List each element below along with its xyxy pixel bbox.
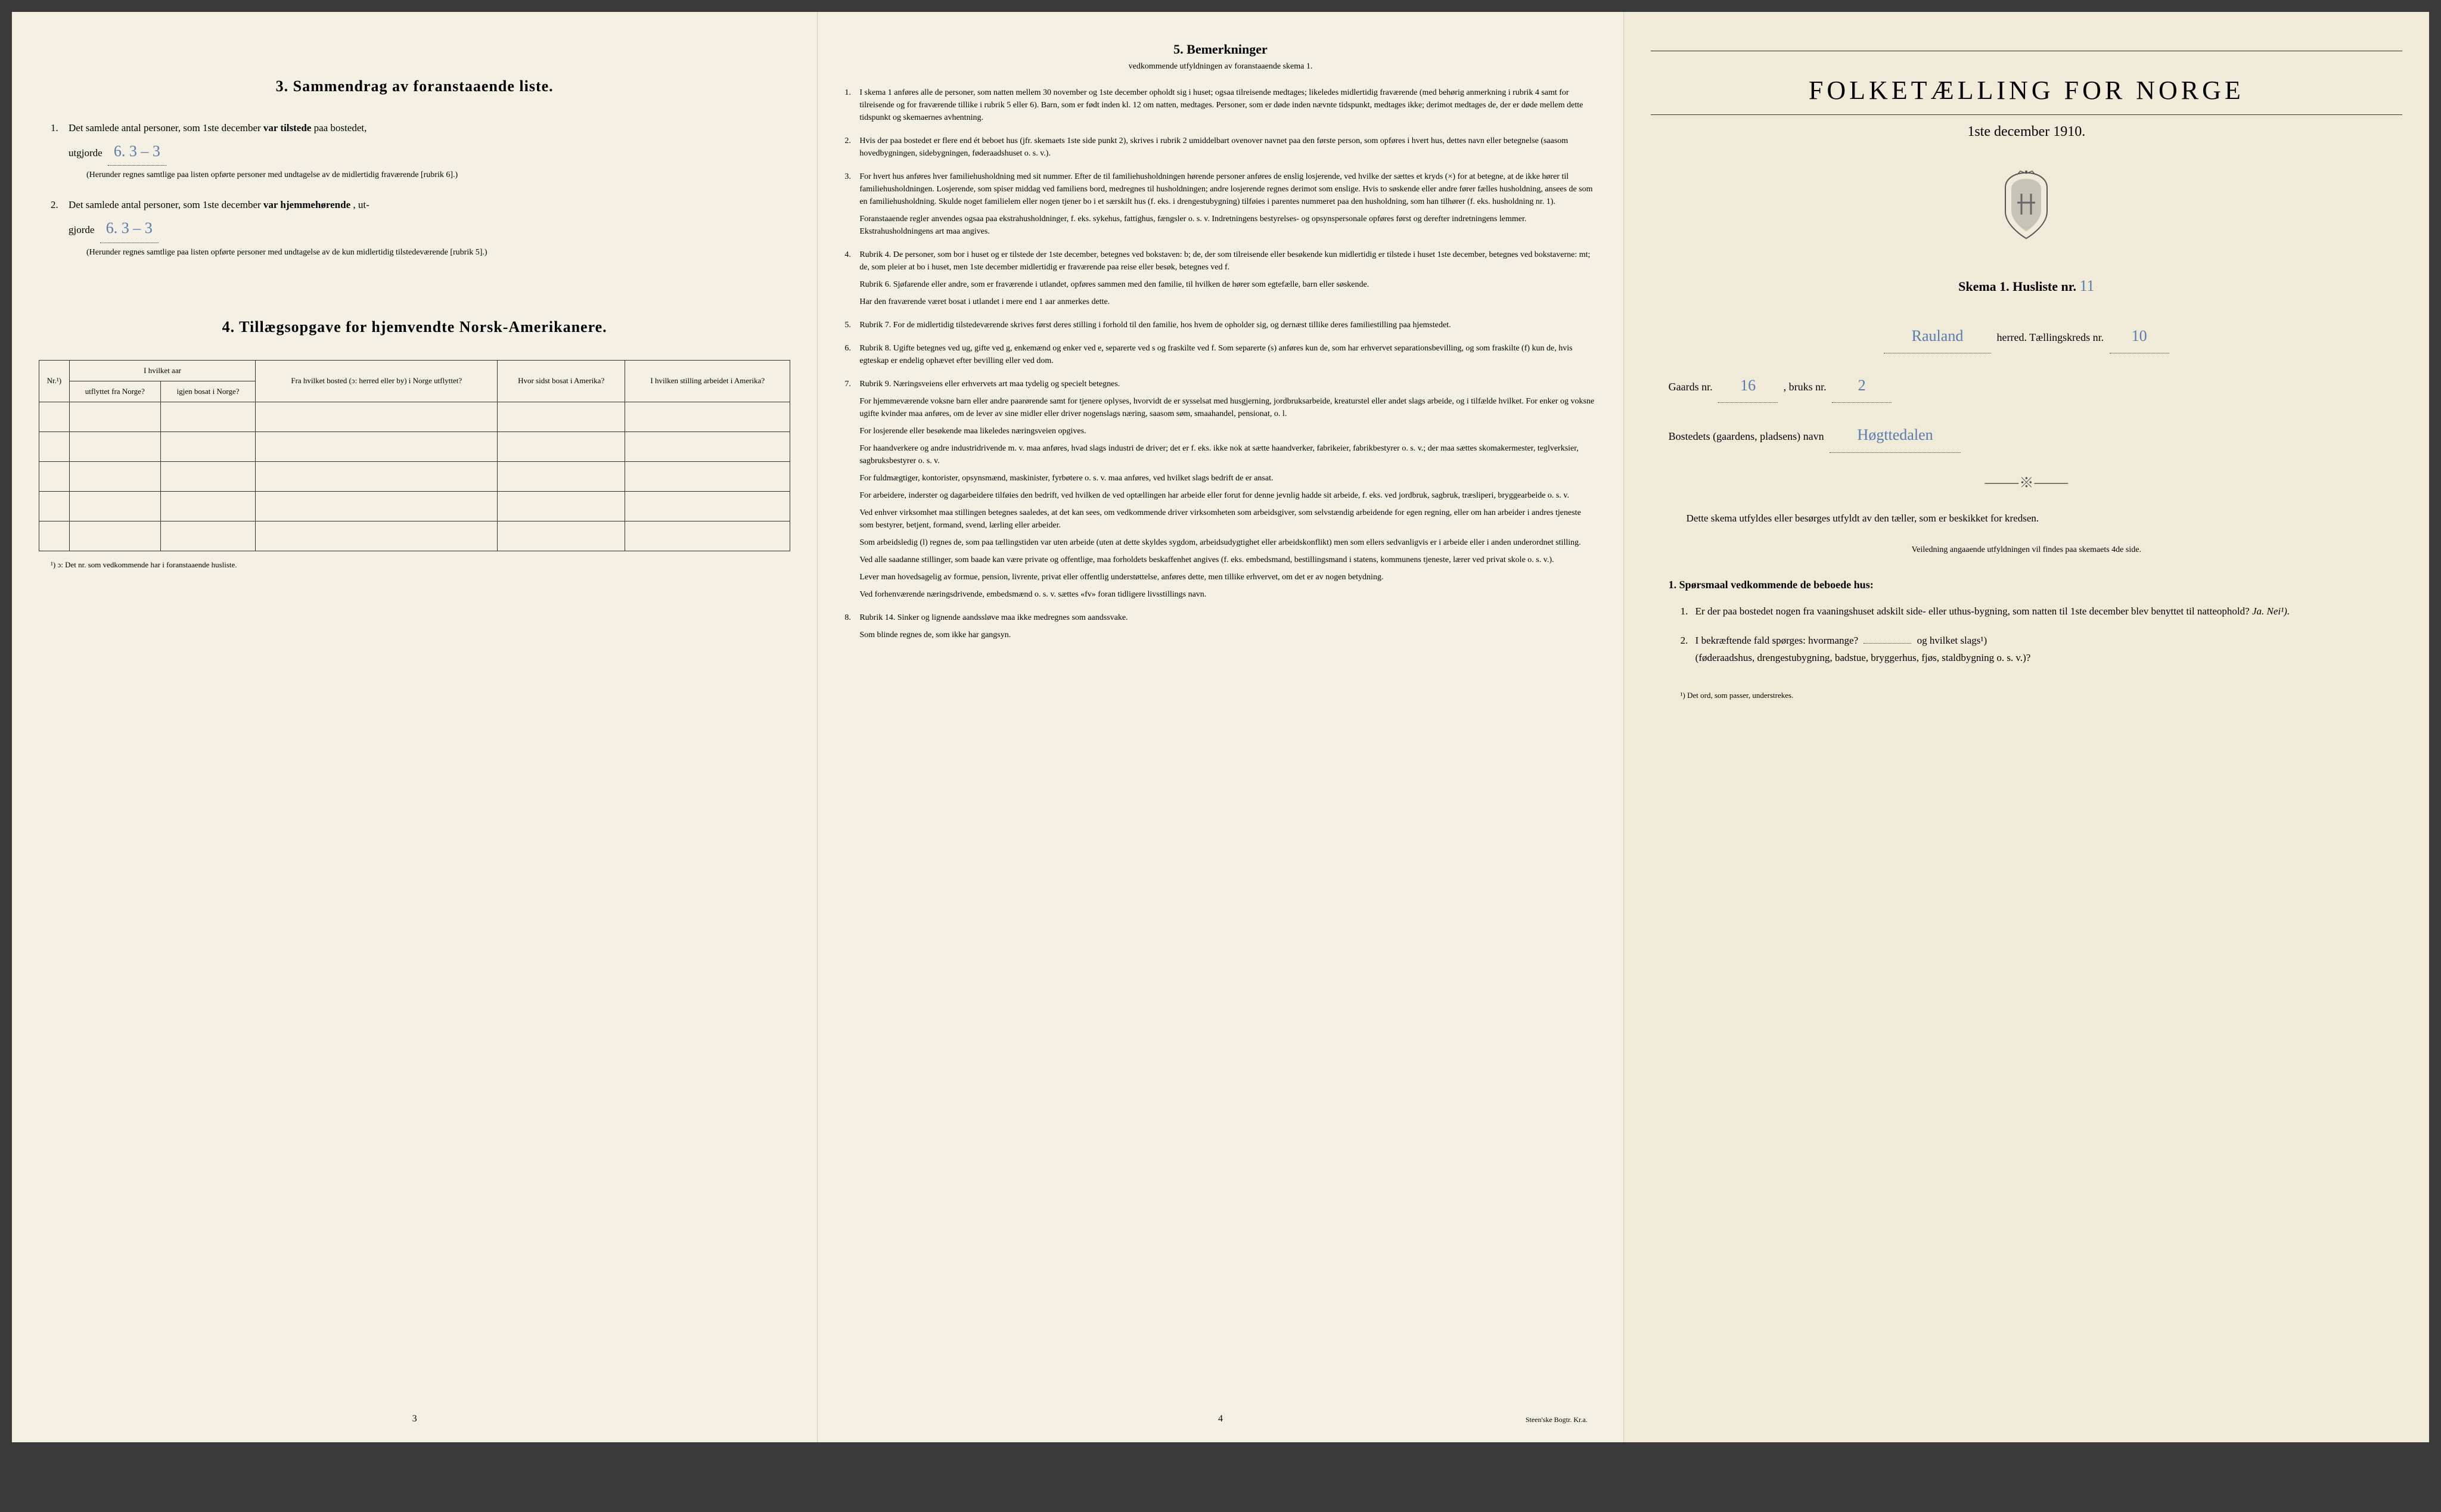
- item-1-note: (Herunder regnes samtlige paa listen opf…: [86, 169, 778, 181]
- item-2-note: (Herunder regnes samtlige paa listen opf…: [86, 246, 778, 259]
- title-rule-bottom: [1651, 114, 2402, 115]
- table-row: [39, 432, 790, 462]
- table-row: [39, 462, 790, 492]
- section-5-title: 5. Bemerkninger: [844, 42, 1596, 57]
- remark-item: 4.Rubrik 4. De personer, som bor i huset…: [844, 249, 1596, 308]
- table-header: igjen bosat i Norge?: [160, 381, 256, 402]
- main-title: FOLKETÆLLING FOR NORGE: [1651, 75, 2402, 105]
- printer-credit: Steen'ske Bogtr. Kr.a.: [1526, 1415, 1588, 1424]
- gaards-number: 16: [1718, 368, 1778, 403]
- remark-item: 5.Rubrik 7. For de midlertidig tilstedev…: [844, 319, 1596, 331]
- herred-value: Rauland: [1884, 319, 1991, 353]
- question-1: 1. Er der paa bostedet nogen fra vaaning…: [1681, 603, 2372, 620]
- item-number: 2.: [51, 196, 58, 215]
- remark-item: 8.Rubrik 14. Sinker og lignende aandsslø…: [844, 611, 1596, 641]
- schema-line: Skema 1. Husliste nr. 11: [1651, 277, 2402, 295]
- norwegian-american-table: Nr.¹) I hvilket aar Fra hvilket bosted (…: [39, 360, 790, 551]
- page-right: FOLKETÆLLING FOR NORGE 1ste december 191…: [1624, 12, 2429, 1442]
- page-number: 3: [412, 1414, 417, 1424]
- page3-footnote: ¹) Det ord, som passer, understrekes.: [1669, 691, 2384, 700]
- herred-line: Rauland herred. Tællingskreds nr. 10: [1669, 319, 2384, 353]
- page-middle: 5. Bemerkninger vedkommende utfyldningen…: [818, 12, 1623, 1442]
- filled-value-1: 6. 3 – 3: [108, 138, 166, 166]
- table-header: Hvor sidst bosat i Amerika?: [498, 360, 625, 402]
- answer-ja-nei: Ja. Nei¹).: [2252, 606, 2290, 617]
- filled-value-2: 6. 3 – 3: [100, 215, 159, 243]
- section-4-title: 4. Tillægsopgave for hjemvendte Norsk-Am…: [39, 318, 790, 336]
- gaards-line: Gaards nr. 16 , bruks nr. 2: [1669, 368, 2384, 403]
- summary-item-2: 2. Det samlede antal personer, som 1ste …: [51, 196, 778, 258]
- table-footnote: ¹) ɔ: Det nr. som vedkommende har i fora…: [39, 560, 790, 570]
- census-document: 3. Sammendrag av foranstaaende liste. 1.…: [12, 12, 2429, 1442]
- howmany-field: [1864, 643, 1911, 644]
- table-header: I hvilket aar: [69, 360, 256, 381]
- remarks-list: 1.I skema 1 anføres alle de personer, so…: [844, 86, 1596, 641]
- norway-crest-icon: [1651, 170, 2402, 241]
- table-header: Fra hvilket bosted (ɔ: herred eller by) …: [256, 360, 498, 402]
- section-3-title: 3. Sammendrag av foranstaaende liste.: [39, 77, 790, 95]
- questions-title: 1. Spørsmaal vedkommende de beboede hus:: [1669, 579, 2384, 591]
- husliste-number: 11: [2079, 277, 2094, 294]
- table-header: utflyttet fra Norge?: [69, 381, 160, 402]
- remark-item: 6.Rubrik 8. Ugifte betegnes ved ug, gift…: [844, 342, 1596, 367]
- page-number: 4: [1218, 1414, 1223, 1424]
- kreds-number: 10: [2110, 319, 2169, 353]
- summary-item-1: 1. Det samlede antal personer, som 1ste …: [51, 119, 778, 181]
- fill-instructions: Dette skema utfyldes eller besørges utfy…: [1669, 510, 2384, 528]
- remark-item: 2.Hvis der paa bostedet er flere end ét …: [844, 135, 1596, 160]
- section-5-subtitle: vedkommende utfyldningen av foranstaaend…: [844, 62, 1596, 72]
- table-row: [39, 521, 790, 551]
- bosted-line: Bostedets (gaardens, pladsens) navn Høgt…: [1669, 418, 2384, 452]
- table-header: I hvilken stilling arbeidet i Amerika?: [625, 360, 790, 402]
- ornament-icon: ⸻※⸻: [1651, 471, 2402, 492]
- question-number: 2.: [1681, 632, 1688, 650]
- remark-item: 3.For hvert hus anføres hver familiehush…: [844, 170, 1596, 238]
- fill-instructions-sub: Veiledning angaaende utfyldningen vil fi…: [1651, 545, 2402, 555]
- remark-item: 1.I skema 1 anføres alle de personer, so…: [844, 86, 1596, 124]
- question-2: 2. I bekræftende fald spørges: hvormange…: [1681, 632, 2372, 667]
- question-number: 1.: [1681, 603, 1688, 620]
- census-date: 1ste december 1910.: [1651, 124, 2402, 140]
- bosted-value: Høgttedalen: [1830, 418, 1961, 452]
- table-row: [39, 492, 790, 521]
- item-number: 1.: [51, 119, 58, 138]
- page-left: 3. Sammendrag av foranstaaende liste. 1.…: [12, 12, 818, 1442]
- remark-item: 7.Rubrik 9. Næringsveiens eller erhverve…: [844, 378, 1596, 601]
- table-row: [39, 402, 790, 432]
- bruks-number: 2: [1832, 368, 1892, 403]
- table-header: Nr.¹): [39, 360, 70, 402]
